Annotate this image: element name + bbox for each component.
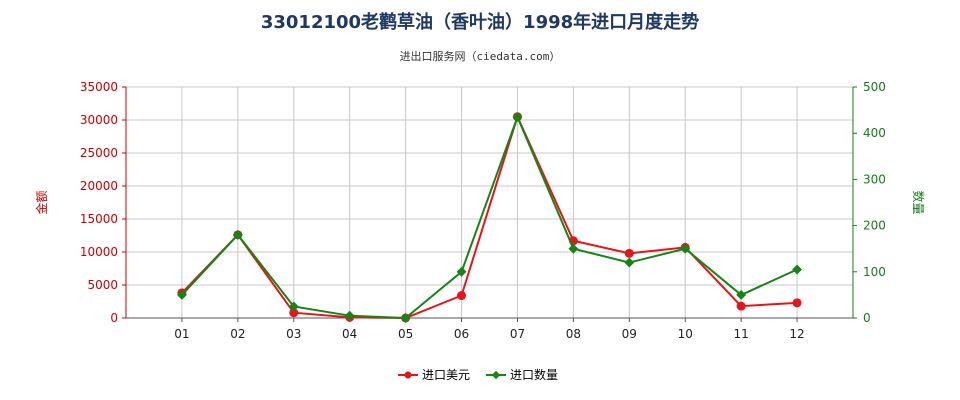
x-tick-label: 02 (230, 327, 245, 341)
x-tick-label: 07 (510, 327, 525, 341)
qty-point (176, 289, 187, 300)
series-line (181, 114, 798, 320)
right-tick-label: 500 (863, 80, 886, 94)
usd-point (457, 291, 467, 301)
qty-point (736, 289, 747, 300)
qty-point (792, 264, 803, 275)
legend-usd-marker (404, 371, 412, 379)
qty-point (568, 243, 579, 254)
left-axis-ticks: 0 5000 10000 15000 20000 25000 30000 35000 (80, 80, 126, 325)
legend: 进口美元 进口数量 (398, 367, 558, 382)
left-axis-title: 金额 (34, 190, 49, 214)
qty-point (232, 229, 243, 240)
qty-point (680, 243, 691, 254)
x-tick-label: 04 (342, 327, 357, 341)
right-tick-label: 0 (863, 311, 871, 325)
x-tick-label: 11 (734, 327, 749, 341)
right-tick-label: 300 (863, 172, 886, 186)
legend-usd-label: 进口美元 (422, 368, 470, 382)
x-tick-label: 09 (622, 327, 637, 341)
chart-source: 进出口服务网（ciedata.com） (399, 50, 561, 63)
grid-lines (126, 86, 853, 319)
left-tick-label: 30000 (80, 113, 118, 127)
series-line (181, 113, 798, 320)
x-tick-label: 03 (286, 327, 301, 341)
right-axis-title: 数量 (911, 190, 926, 214)
x-tick-label: 08 (566, 327, 581, 341)
x-tick-label: 06 (454, 327, 469, 341)
qty-point (624, 257, 635, 268)
x-tick-label: 12 (789, 327, 804, 341)
left-tick-label: 35000 (80, 80, 118, 94)
left-tick-label: 15000 (80, 212, 118, 226)
qty-point (344, 310, 355, 321)
qty-point (400, 313, 411, 323)
left-tick-label: 5000 (87, 278, 118, 292)
left-tick-label: 20000 (80, 179, 118, 193)
qty-point (456, 266, 467, 277)
qty-point (512, 112, 523, 122)
right-tick-label: 200 (863, 219, 886, 233)
qty-point (288, 301, 299, 312)
chart-title: 33012100老鹳草油（香叶油）1998年进口月度走势 (260, 12, 700, 33)
x-tick-label: 10 (678, 327, 693, 341)
series-layer (176, 112, 803, 323)
usd-point (792, 298, 802, 308)
x-tick-label: 05 (398, 327, 413, 341)
usd-point (624, 248, 634, 258)
usd-point (736, 301, 746, 311)
legend-qty-marker (491, 370, 501, 380)
left-tick-label: 10000 (80, 245, 118, 259)
x-axis-ticks: 01 02 03 04 05 06 07 08 09 10 11 12 (174, 318, 805, 341)
left-tick-label: 25000 (80, 146, 118, 160)
left-tick-label: 0 (110, 311, 118, 325)
axes (125, 87, 854, 319)
usd-point (289, 308, 299, 318)
x-tick-label: 01 (174, 327, 189, 341)
right-axis-ticks: 0 100 200 300 400 500 (853, 80, 886, 325)
right-tick-label: 100 (863, 265, 886, 279)
right-tick-label: 400 (863, 126, 886, 140)
legend-qty-label: 进口数量 (510, 367, 558, 382)
